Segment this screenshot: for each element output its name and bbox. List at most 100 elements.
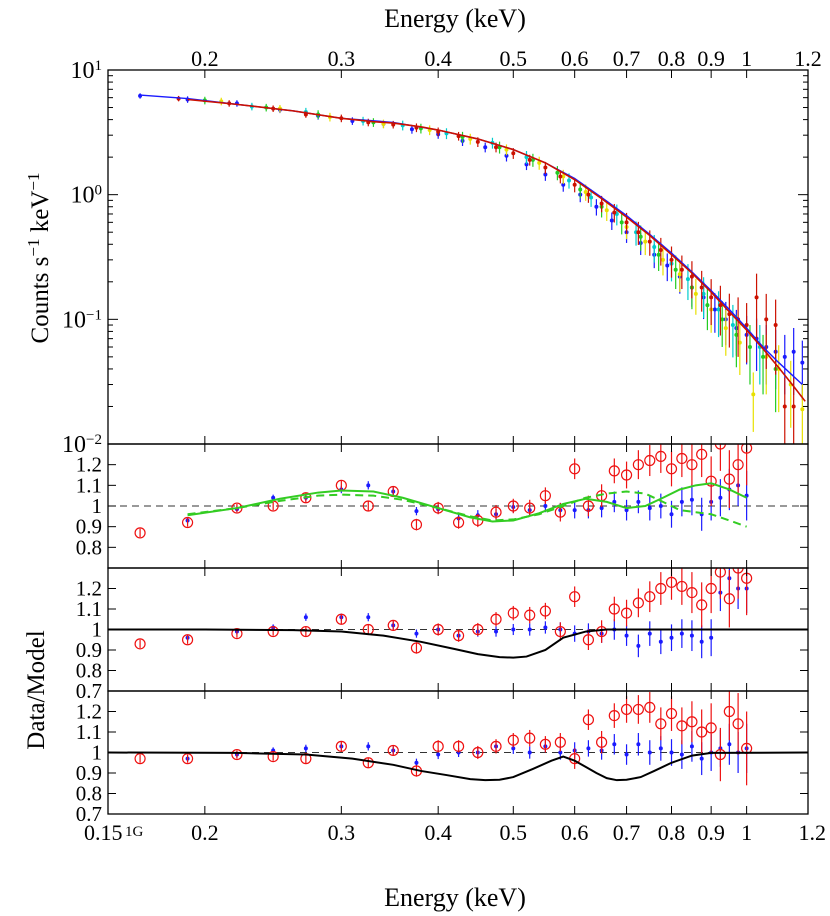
data-point bbox=[582, 714, 595, 726]
data-series bbox=[134, 568, 753, 654]
data-point bbox=[181, 516, 194, 529]
data-series bbox=[185, 568, 749, 659]
data-point bbox=[644, 454, 656, 467]
data-point bbox=[267, 625, 279, 638]
data-point bbox=[539, 738, 551, 750]
data-point bbox=[689, 274, 694, 279]
data-point bbox=[636, 643, 641, 648]
data-point bbox=[586, 192, 591, 197]
data-point bbox=[524, 502, 536, 514]
data-point bbox=[608, 603, 620, 615]
data-point bbox=[761, 354, 766, 359]
data-point bbox=[647, 750, 652, 755]
data-series bbox=[202, 96, 778, 413]
data-point bbox=[387, 744, 399, 757]
data-point bbox=[558, 174, 563, 179]
y-tick-label: 1.1 bbox=[76, 473, 102, 497]
data-point bbox=[689, 633, 694, 638]
data-point bbox=[709, 635, 714, 640]
data-point bbox=[583, 190, 588, 195]
x-tick-label: 0.8 bbox=[658, 46, 686, 71]
plot-panels: 0.2 0.3 0.4 0.5 0.6 0.7 0.8 0.9 1 1.210110010−110… bbox=[62, 46, 826, 845]
data-point bbox=[679, 752, 684, 757]
y-tick-label: 1.1 bbox=[76, 597, 102, 621]
data-point bbox=[665, 707, 678, 720]
data-point bbox=[699, 756, 704, 761]
y-tick-label: 10−2 bbox=[62, 432, 102, 458]
data-point bbox=[527, 750, 532, 755]
x-tick-label: 0.7 bbox=[613, 820, 641, 845]
data-point bbox=[701, 291, 706, 296]
panel-plot-area bbox=[108, 691, 808, 786]
data-point bbox=[494, 629, 499, 634]
data-point bbox=[432, 502, 444, 514]
data-point bbox=[472, 623, 484, 636]
data-point bbox=[669, 257, 674, 262]
data-point bbox=[730, 323, 735, 328]
data-point bbox=[303, 615, 308, 620]
data-point bbox=[624, 633, 629, 638]
panel-ratio-2: 0.70.80.911.11.2 bbox=[76, 567, 809, 703]
data-point bbox=[414, 631, 419, 636]
data-point bbox=[271, 495, 276, 500]
bottom-axis-title: Energy (keV) bbox=[384, 883, 526, 912]
data-point bbox=[699, 285, 704, 290]
data-point bbox=[558, 750, 563, 755]
data-point bbox=[414, 760, 419, 765]
y-tick-label: 0.9 bbox=[76, 761, 102, 785]
model-curve bbox=[187, 490, 747, 528]
y-tick-label: 0.8 bbox=[76, 535, 102, 559]
data-series bbox=[134, 691, 753, 786]
x-tick-label: 0.3 bbox=[328, 46, 356, 71]
y-tick-label: 1.2 bbox=[76, 453, 102, 477]
data-point bbox=[524, 609, 536, 621]
data-series bbox=[185, 723, 749, 776]
data-point bbox=[231, 748, 243, 761]
data-point bbox=[686, 459, 698, 471]
y-tick-label: 0.8 bbox=[76, 782, 102, 806]
y-tick-label: 100 bbox=[71, 183, 103, 209]
data-point bbox=[714, 444, 726, 450]
data-point bbox=[582, 634, 595, 646]
data-point bbox=[676, 580, 688, 593]
data-point bbox=[410, 518, 423, 531]
data-point bbox=[655, 582, 667, 595]
panel-plot-area bbox=[108, 444, 808, 539]
y-tick-label: 0.9 bbox=[76, 638, 102, 662]
data-point bbox=[658, 746, 663, 751]
data-point bbox=[632, 703, 644, 716]
panel-ratio-1: 0.80.911.11.2 bbox=[76, 443, 809, 569]
data-point bbox=[699, 639, 704, 644]
data-point bbox=[594, 204, 599, 209]
data-point bbox=[723, 705, 735, 718]
data-point bbox=[527, 627, 532, 632]
model-curve bbox=[108, 628, 808, 659]
data-point bbox=[452, 516, 465, 529]
data-point bbox=[612, 499, 617, 504]
ratio-y-axis-label: Data/Model bbox=[23, 630, 50, 749]
data-point bbox=[604, 208, 609, 213]
x-tick-label: 0.6 bbox=[561, 46, 589, 71]
x-tick-label: 0.7 bbox=[613, 46, 641, 71]
data-point bbox=[632, 597, 644, 609]
data-point bbox=[655, 718, 667, 730]
y-tick-label: 1 bbox=[92, 741, 103, 765]
data-point bbox=[705, 582, 717, 595]
data-point bbox=[643, 239, 648, 244]
y-tick-label: 10−1 bbox=[62, 307, 102, 333]
y-tick-label: 1.2 bbox=[76, 700, 102, 724]
data-point bbox=[669, 750, 674, 755]
data-point bbox=[782, 354, 787, 359]
data-point bbox=[723, 593, 735, 605]
data-point bbox=[410, 642, 423, 654]
data-point bbox=[303, 746, 308, 751]
data-point bbox=[543, 504, 548, 508]
x-tick-label: 0.6 bbox=[561, 820, 589, 845]
data-point bbox=[638, 234, 643, 239]
data-point bbox=[714, 568, 726, 578]
data-point bbox=[773, 323, 778, 328]
data-point bbox=[686, 716, 698, 728]
data-point bbox=[366, 615, 371, 620]
data-point bbox=[539, 605, 551, 617]
